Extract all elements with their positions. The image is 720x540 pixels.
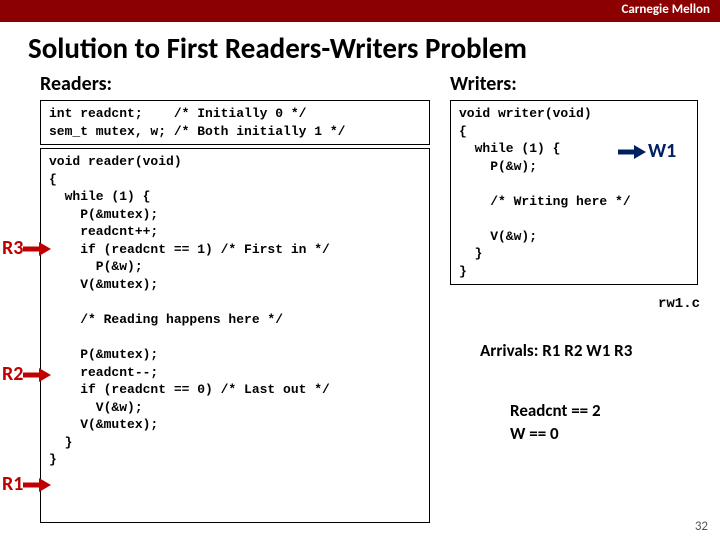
marker-r2-label: R2 (2, 362, 23, 386)
arrow-right-icon (23, 477, 51, 493)
marker-r3-label: R3 (2, 236, 23, 260)
subheading-readers: Readers: (40, 72, 112, 96)
state-w: W == 0 (510, 423, 601, 446)
brand-text: Carnegie Mellon (621, 2, 710, 17)
state-readcnt: Readcnt == 2 (510, 400, 601, 423)
marker-r3: R3 (2, 236, 51, 260)
marker-r1: R1 (2, 472, 51, 496)
page-number: 32 (695, 519, 708, 534)
brand-bar: Carnegie Mellon (0, 0, 720, 22)
arrow-right-icon (618, 144, 646, 160)
state-block: Readcnt == 2 W == 0 (510, 400, 601, 446)
arrivals-text: Arrivals: R1 R2 W1 R3 (480, 340, 632, 361)
filename-label: rw1.c (658, 296, 700, 312)
marker-w1-label: W1 (648, 139, 676, 163)
marker-w1: W1 (618, 139, 676, 163)
subheading-writers: Writers: (450, 72, 517, 96)
arrow-right-icon (23, 241, 51, 257)
marker-r2: R2 (2, 362, 51, 386)
code-reader: void reader(void) { while (1) { P(&mutex… (40, 148, 430, 523)
code-writer: void writer(void) { while (1) { P(&w); /… (450, 100, 698, 285)
slide-title: Solution to First Readers-Writers Proble… (0, 22, 720, 72)
code-declarations: int readcnt; /* Initially 0 */ sem_t mut… (40, 100, 430, 145)
marker-r1-label: R1 (2, 472, 23, 496)
arrow-right-icon (23, 367, 51, 383)
